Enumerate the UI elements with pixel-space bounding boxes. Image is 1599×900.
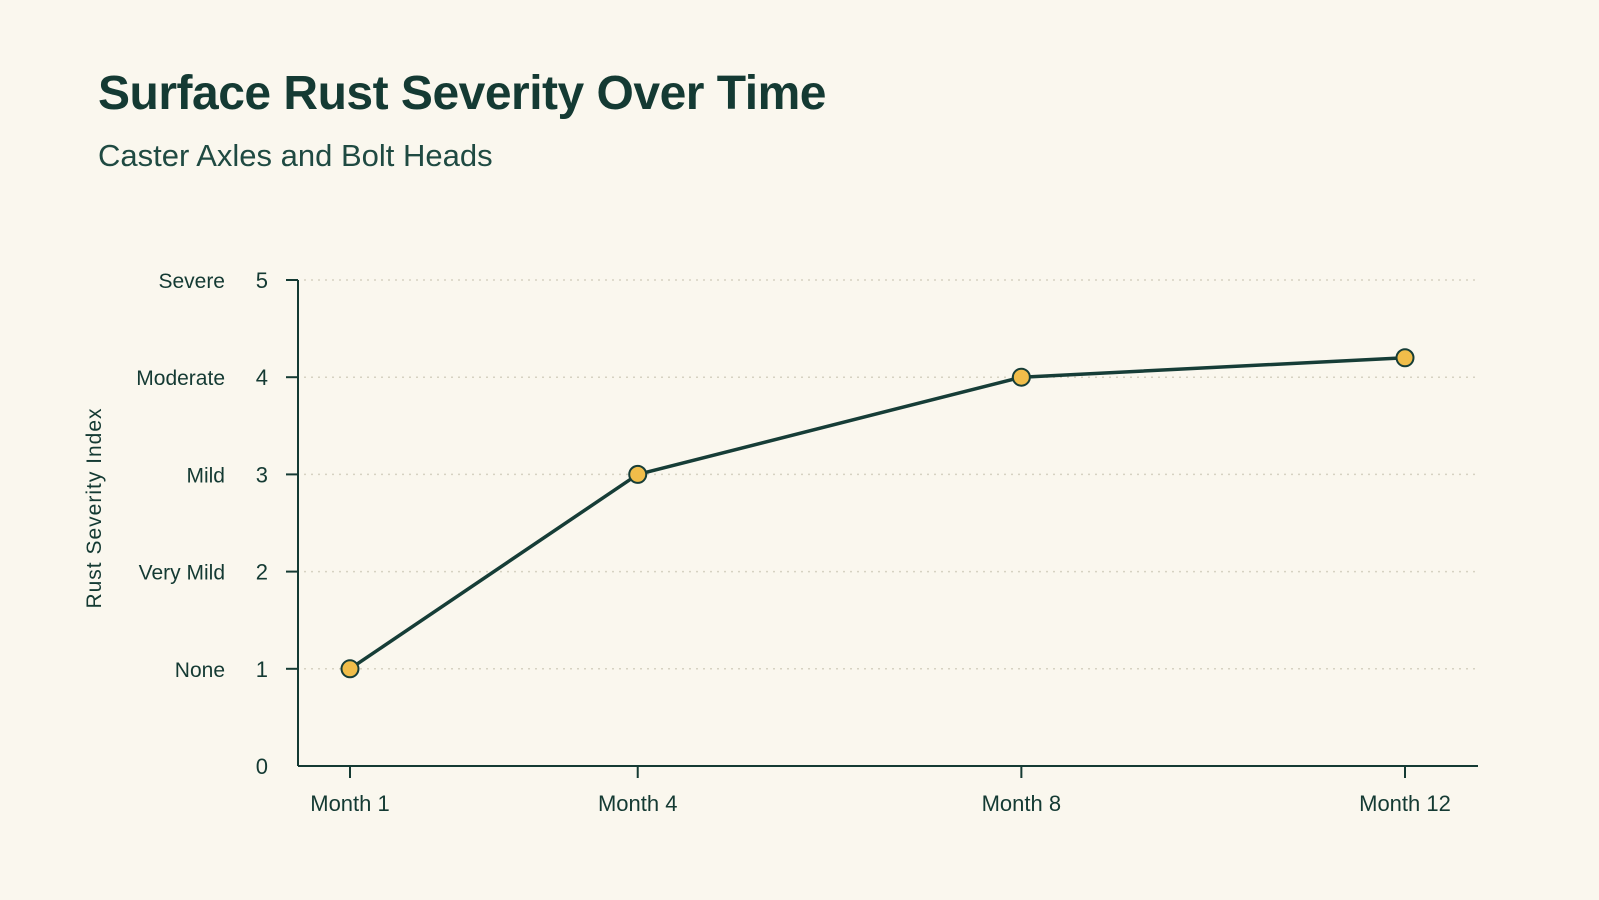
data-point-marker	[340, 659, 360, 679]
data-point-marker	[1395, 348, 1415, 368]
gridlines	[304, 279, 1478, 670]
axes	[297, 280, 1478, 767]
y-axis-label: Rust Severity Index	[83, 407, 106, 608]
data-point-marker	[1011, 367, 1031, 387]
y-tick-label: 1	[256, 657, 268, 682]
chart-subtitle: Caster Axles and Bolt Heads	[98, 138, 493, 173]
series	[340, 348, 1415, 679]
y-tick-label: 0	[256, 754, 268, 779]
y-category-label: Severe	[158, 270, 225, 293]
x-tick-label: Month 12	[1359, 791, 1451, 816]
y-category-label: Mild	[186, 464, 225, 487]
x-ticks: Month 1 Month 4 Month 8 Month 12	[310, 766, 1451, 816]
y-category-label: None	[175, 659, 225, 682]
y-tick-label: 5	[256, 268, 268, 293]
y-tick-label: 2	[256, 560, 268, 585]
y-category-label: Moderate	[136, 367, 225, 390]
y-tick-label: 4	[256, 365, 268, 390]
data-point-marker	[628, 464, 648, 484]
y-category-labels: None Very Mild Mild Moderate Severe	[136, 270, 225, 682]
chart-title: Surface Rust Severity Over Time	[98, 67, 826, 120]
y-tick-label: 3	[256, 462, 268, 487]
x-tick-label: Month 4	[598, 791, 678, 816]
x-tick-label: Month 8	[982, 791, 1062, 816]
y-ticks: 0 1 2 3 4 5	[256, 268, 298, 779]
series-line	[348, 356, 1407, 671]
y-category-label: Very Mild	[139, 562, 225, 585]
x-tick-label: Month 1	[310, 791, 390, 816]
